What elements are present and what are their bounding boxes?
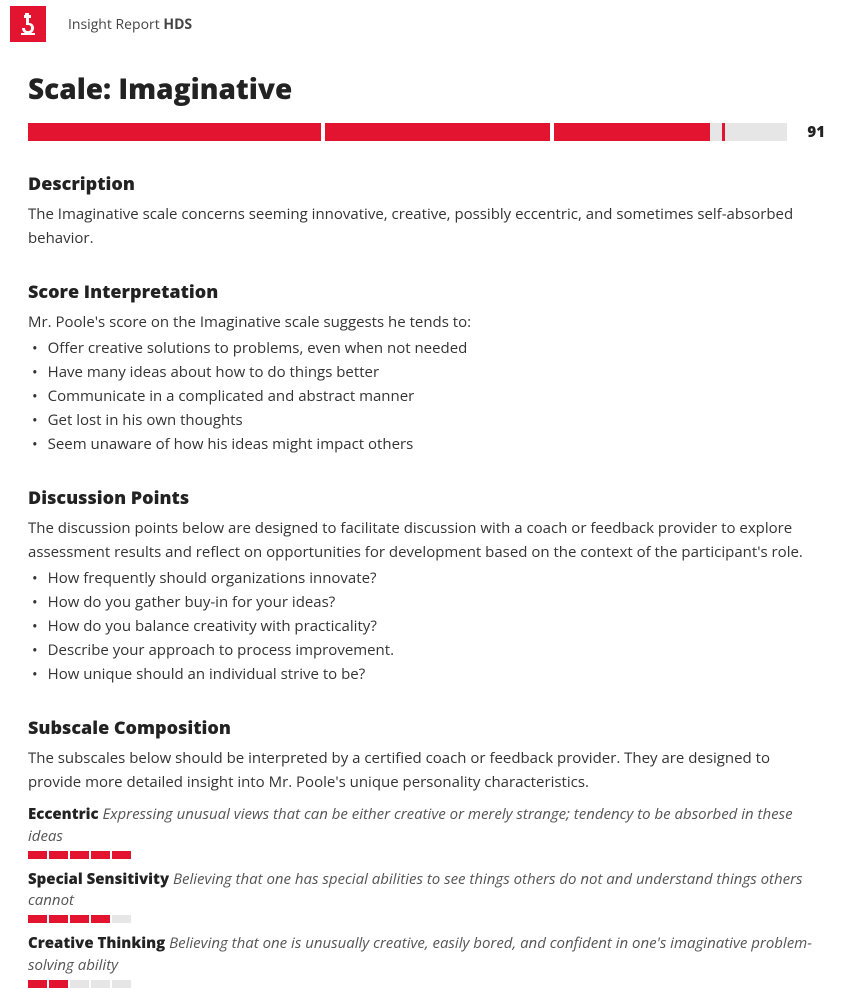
score-segment: [28, 123, 321, 141]
description-section: Description The Imaginative scale concer…: [28, 172, 825, 250]
score-segment: [325, 123, 550, 141]
list-item: How unique should an individual strive t…: [28, 662, 825, 686]
score-fill: [325, 123, 550, 141]
list-item: Have many ideas about how to do things b…: [28, 360, 825, 384]
page-title: Scale: Imaginative: [28, 70, 825, 108]
subscale-section: Subscale Composition The subscales below…: [28, 716, 825, 988]
score-fill: [554, 123, 710, 141]
microscope-icon: [17, 11, 39, 37]
page-content: Scale: Imaginative 91 Description The Im…: [0, 42, 853, 1008]
subscale-head: Special Sensitivity Believing that one h…: [28, 869, 825, 913]
subscale-head: Creative Thinking Believing that one is …: [28, 933, 825, 977]
discussion-section: Discussion Points The discussion points …: [28, 486, 825, 686]
list-item: Offer creative solutions to problems, ev…: [28, 336, 825, 360]
report-code: HDS: [163, 15, 192, 34]
interpretation-heading: Score Interpretation: [28, 280, 825, 304]
interpretation-section: Score Interpretation Mr. Poole's score o…: [28, 280, 825, 456]
subscale-block: [91, 915, 110, 923]
subscale-block: [28, 915, 47, 923]
discussion-lead: The discussion points below are designed…: [28, 516, 825, 564]
score-fill: [28, 123, 321, 141]
subscale-block: [91, 851, 110, 859]
subscale-block: [49, 915, 68, 923]
list-item: Get lost in his own thoughts: [28, 408, 825, 432]
list-item: Communicate in a complicated and abstrac…: [28, 384, 825, 408]
list-item: How frequently should organizations inno…: [28, 566, 825, 590]
score-bar: [28, 123, 787, 141]
subscale-name: Special Sensitivity: [28, 869, 173, 889]
subscale-item: Special Sensitivity Believing that one h…: [28, 869, 825, 924]
score-marker: [722, 123, 725, 141]
discussion-heading: Discussion Points: [28, 486, 825, 510]
subscale-block: [49, 980, 68, 988]
brand-logo: [10, 6, 46, 42]
description-text: The Imaginative scale concerns seeming i…: [28, 202, 825, 250]
report-label: Insight Report HDS: [68, 15, 192, 34]
subscale-block: [70, 915, 89, 923]
subscale-lead: The subscales below should be interprete…: [28, 746, 825, 794]
subscale-block: [112, 851, 131, 859]
subscale-head: Eccentric Expressing unusual views that …: [28, 804, 825, 848]
subscale-block: [70, 980, 89, 988]
subscale-name: Creative Thinking: [28, 933, 169, 953]
subscale-block: [28, 851, 47, 859]
subscale-desc: Expressing unusual views that can be eit…: [28, 804, 793, 846]
subscale-blocks: [28, 851, 825, 859]
score-segment: [554, 123, 787, 141]
discussion-list: How frequently should organizations inno…: [28, 566, 825, 686]
list-item: Seem unaware of how his ideas might impa…: [28, 432, 825, 456]
list-item: How do you gather buy-in for your ideas?: [28, 590, 825, 614]
subscale-block: [70, 851, 89, 859]
interpretation-list: Offer creative solutions to problems, ev…: [28, 336, 825, 456]
subscale-heading: Subscale Composition: [28, 716, 825, 740]
report-header: Insight Report HDS: [0, 0, 853, 42]
score-row: 91: [28, 122, 825, 142]
description-heading: Description: [28, 172, 825, 196]
subscale-item: Creative Thinking Believing that one is …: [28, 933, 825, 988]
subscale-block: [91, 980, 110, 988]
subscale-block: [28, 980, 47, 988]
subscale-name: Eccentric: [28, 804, 103, 824]
interpretation-lead: Mr. Poole's score on the Imaginative sca…: [28, 310, 825, 334]
subscale-blocks: [28, 980, 825, 988]
report-label-text: Insight Report: [68, 15, 160, 34]
subscale-block: [112, 980, 131, 988]
subscale-list: Eccentric Expressing unusual views that …: [28, 804, 825, 988]
subscale-block: [112, 915, 131, 923]
score-value: 91: [801, 122, 825, 142]
subscale-item: Eccentric Expressing unusual views that …: [28, 804, 825, 859]
list-item: Describe your approach to process improv…: [28, 638, 825, 662]
list-item: How do you balance creativity with pract…: [28, 614, 825, 638]
subscale-blocks: [28, 915, 825, 923]
subscale-block: [49, 851, 68, 859]
